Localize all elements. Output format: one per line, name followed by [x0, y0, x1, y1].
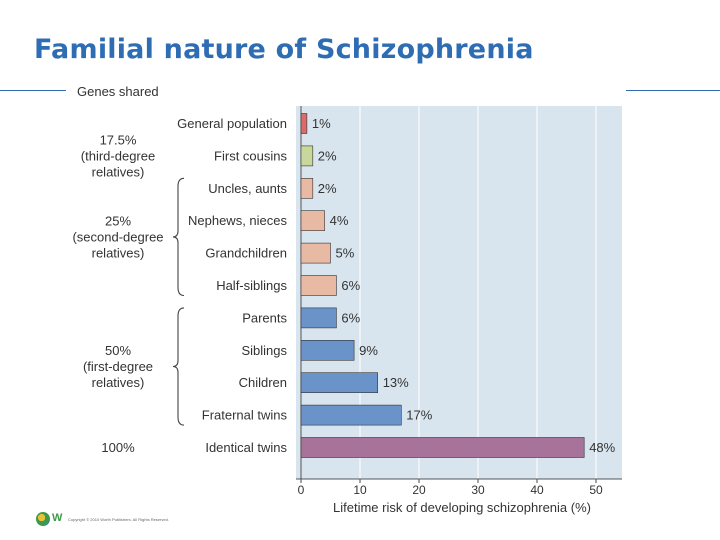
category-label: Identical twins	[205, 440, 287, 455]
value-label: 5%	[336, 246, 355, 261]
category-label: Grandchildren	[205, 246, 287, 261]
title-rule-right	[626, 90, 720, 91]
relation-group-label: (second-degree	[72, 229, 163, 244]
bar	[300, 210, 325, 231]
relation-group-label: 17.5%	[100, 132, 137, 147]
slide-title: Familial nature of Schizophrenia	[34, 34, 534, 65]
x-axis-label: Lifetime risk of developing schizophreni…	[333, 500, 591, 515]
relation-group-label: relatives)	[92, 164, 145, 179]
value-label: 1%	[312, 116, 331, 131]
value-label: 9%	[359, 343, 378, 358]
publisher-logo-icon	[36, 512, 50, 526]
title-rule-left	[0, 90, 66, 91]
x-tick-label: 50	[589, 483, 603, 497]
group-bracket	[172, 177, 185, 297]
x-tick-label: 10	[353, 483, 367, 497]
value-label: 6%	[341, 310, 360, 325]
category-label: First cousins	[214, 148, 287, 163]
group-bracket	[172, 307, 185, 426]
value-label: 48%	[589, 440, 615, 455]
value-label: 17%	[406, 408, 432, 423]
relation-group-label: 25%	[105, 213, 131, 228]
y-axis-label: Genes shared	[77, 84, 159, 99]
category-label: Uncles, aunts	[208, 181, 287, 196]
category-label: General population	[177, 116, 287, 131]
bar	[300, 307, 337, 329]
value-label: 4%	[330, 213, 349, 228]
publisher-logo-text: W	[52, 512, 63, 524]
category-label: Half-siblings	[216, 278, 287, 293]
category-label: Nephews, nieces	[188, 213, 287, 228]
bar	[300, 339, 355, 361]
bar	[300, 113, 308, 134]
category-label: Siblings	[241, 343, 287, 358]
relation-group-label: relatives)	[92, 375, 145, 390]
relation-group-label: 100%	[101, 440, 135, 455]
bar	[300, 242, 331, 264]
value-label: 13%	[383, 375, 409, 390]
relation-group-label: (first-degree	[83, 359, 153, 374]
x-tick-label: 30	[471, 483, 485, 497]
bar	[300, 404, 402, 426]
category-label: Children	[239, 375, 287, 390]
bar	[300, 145, 314, 167]
value-label: 2%	[318, 181, 337, 196]
value-label: 6%	[341, 278, 360, 293]
bar	[300, 437, 585, 458]
relation-group-label: (third-degree	[81, 148, 155, 163]
x-tick-label: 20	[412, 483, 426, 497]
bar	[300, 275, 337, 296]
relation-group-label: 50%	[105, 343, 131, 358]
value-label: 2%	[318, 148, 337, 163]
x-tick-label: 40	[530, 483, 544, 497]
category-label: Parents	[242, 310, 287, 325]
copyright-text: Copyright © 2010 Worth Publishers. All R…	[68, 517, 169, 522]
bar	[300, 178, 314, 199]
x-tick-label: 0	[298, 483, 305, 497]
relation-group-label: relatives)	[92, 245, 145, 260]
category-label: Fraternal twins	[202, 408, 288, 423]
bar	[300, 372, 378, 394]
